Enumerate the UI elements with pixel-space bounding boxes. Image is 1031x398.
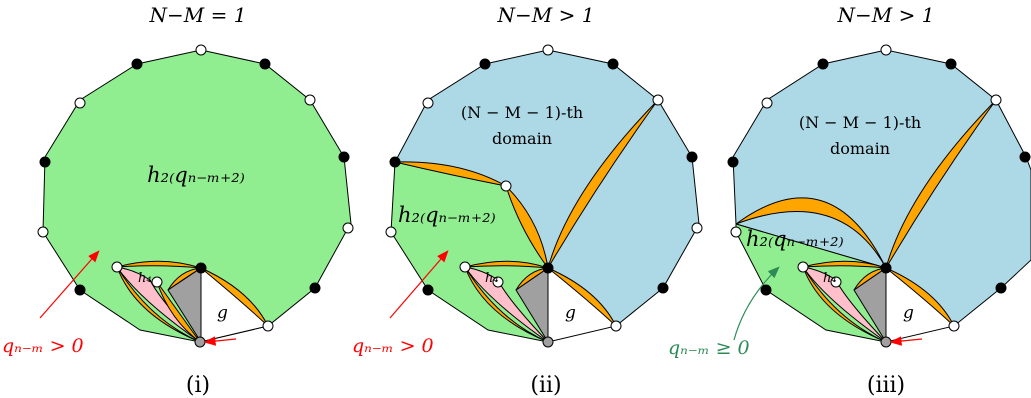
panel-iii-vertex (761, 97, 773, 109)
panel-iii-vertex (730, 226, 742, 238)
panel-ii-vertex (479, 58, 491, 70)
panel-ii-g-label: g (565, 303, 576, 323)
panel-ii-vertex (542, 336, 554, 348)
panel-i-vertex (37, 226, 49, 238)
panel-iii-domain-line1: (N − M − 1)-th (799, 113, 921, 132)
panel-ii-vertex (607, 58, 619, 70)
panel-iii-vertex (880, 336, 892, 348)
panel-iii-vertex (990, 94, 1002, 106)
panel-iii-g-label: g (903, 303, 914, 323)
panel-i-vertex (342, 222, 354, 234)
panel-ii-vertex (459, 261, 471, 273)
panel-iii-domain-line2: domain (830, 139, 890, 158)
panel-i-vertex (151, 276, 163, 288)
panel-iii-caption: (iii) (867, 373, 905, 398)
panel-ii-vertex (610, 320, 622, 332)
panel-iii-blue-region (732, 49, 1031, 327)
panel-iii-title: N−M > 1 (837, 3, 935, 27)
panel-iii-vertex (948, 320, 960, 332)
panel-i-vertex (74, 97, 86, 109)
panel-ii-domain-line2: domain (492, 129, 552, 148)
panel-iii-small-label: h₄ (823, 271, 837, 286)
panel-ii-blue-region (394, 49, 700, 327)
panel-ii-vertex (385, 226, 397, 238)
panel-ii-q-label: qₙ₋ₘ > 0 (352, 335, 434, 357)
panel-iii-q-arrow (733, 266, 780, 341)
panel-ii-vertex (500, 180, 512, 192)
panel-i-q-label: qₙ₋ₘ > 0 (2, 335, 84, 357)
panel-i-vertex (262, 320, 274, 332)
panel-ii-title: N−M > 1 (497, 3, 595, 27)
panel-i-vertex (39, 156, 51, 168)
panel-iii-vertex (817, 58, 829, 70)
panel-iii-vertex (945, 58, 957, 70)
panel-ii-big-label: h₂₍qₙ₋ₘ₊₂₎ (398, 203, 496, 227)
panel-i-small-label: h₄ (138, 271, 152, 286)
panel-iii-incoming-arrow (889, 336, 923, 346)
panel-ii-q-arrow (389, 250, 449, 319)
panel-iii-pink-region (801, 266, 887, 343)
panel-i-vertex (131, 58, 143, 70)
panel-i-vertex (309, 282, 321, 294)
panel-ii-vertex (422, 284, 434, 296)
panel-ii-pink-region (463, 266, 549, 343)
panel-ii-domain-line1: (N − M − 1)-th (461, 103, 583, 122)
panel-iii-vertex (1019, 151, 1031, 163)
panel-iii-big-label: h₂₍qₙ₋ₘ₊₂₎ (746, 227, 844, 251)
panel-i-caption: (i) (186, 373, 210, 398)
panel-ii-vertex (691, 222, 703, 234)
panel-ii-vertex (542, 44, 554, 56)
panel-i-vertex (194, 336, 206, 348)
panel-ii-vertex (657, 282, 669, 294)
panel-ii-small-label: h₄ (485, 271, 499, 286)
panel-iii-vertex (880, 44, 892, 56)
panel-i-g-label: g (217, 303, 228, 323)
panel-iii: N−M > 1 (N − M − 1)-th domain h₂₍qₙ₋ₘ₊₂₎… (668, 3, 1031, 398)
panel-i-q-arrow (39, 250, 100, 319)
panel-iii-vertex (760, 284, 772, 296)
panel-iii-vertex (995, 282, 1007, 294)
panel-iii-q-label: qₙ₋ₘ ≥ 0 (668, 337, 750, 359)
panel-iii-vertex (830, 276, 842, 288)
panel-iii-vertex (880, 262, 892, 274)
panel-i: N−M = 1 h₂₍qₙ₋ₘ₊₂₎ h₄ g qₙ₋ₘ > 0 (i) (2, 3, 354, 398)
panel-iii-vertex (727, 156, 739, 168)
panel-ii-vertex (652, 94, 664, 106)
panel-ii-caption: (ii) (530, 373, 561, 398)
panel-i-vertex (111, 261, 123, 273)
panel-i-vertex (195, 44, 207, 56)
panel-i-big-label: h₂₍qₙ₋ₘ₊₂₎ (147, 163, 245, 187)
panel-i-incoming-arrow (203, 336, 237, 346)
panel-ii-vertex (389, 156, 401, 168)
panel-i-vertex (195, 262, 207, 274)
panel-i-vertex (74, 284, 86, 296)
panel-i-vertex (338, 151, 350, 163)
panel-i-vertex (259, 58, 271, 70)
panel-i-title: N−M = 1 (149, 3, 247, 27)
panel-i-vertex (304, 94, 316, 106)
panel-ii: N−M > 1 (N − M − 1)-th domain h₂₍qₙ₋ₘ₊₂₎ (352, 3, 703, 398)
panel-iii-vertex (797, 261, 809, 273)
panel-ii-vertex (686, 151, 698, 163)
panel-ii-vertex (542, 262, 554, 274)
panel-ii-vertex (492, 276, 504, 288)
panel-ii-vertex (422, 97, 434, 109)
